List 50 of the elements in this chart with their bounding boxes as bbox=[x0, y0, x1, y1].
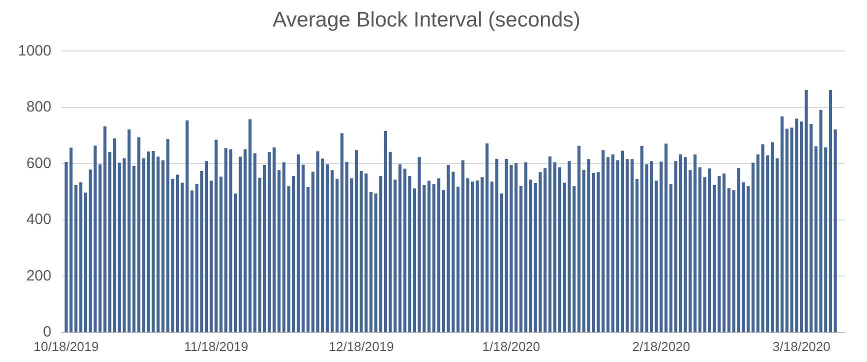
bar bbox=[263, 165, 266, 332]
bar bbox=[398, 164, 402, 332]
y-tick-label: 400 bbox=[26, 211, 52, 228]
bar bbox=[814, 146, 818, 332]
bar bbox=[471, 182, 474, 332]
bar bbox=[577, 146, 580, 332]
bar bbox=[664, 144, 668, 332]
x-tick-label: 10/18/2019 bbox=[34, 338, 99, 354]
bar bbox=[679, 154, 682, 332]
bar bbox=[694, 154, 697, 332]
bar bbox=[384, 131, 387, 332]
bar bbox=[176, 174, 179, 332]
x-tick-label: 12/18/2019 bbox=[328, 338, 394, 354]
bar bbox=[800, 121, 803, 332]
bar bbox=[204, 161, 208, 332]
y-tick-label: 1000 bbox=[18, 42, 52, 60]
bar bbox=[161, 160, 164, 332]
bar bbox=[785, 128, 788, 332]
bar bbox=[620, 150, 624, 332]
x-tick-label: 1/18/2020 bbox=[482, 338, 540, 354]
bar bbox=[234, 193, 238, 332]
bar bbox=[500, 193, 504, 332]
bar bbox=[592, 172, 595, 332]
bar bbox=[442, 190, 446, 332]
bar bbox=[248, 119, 252, 332]
bar bbox=[64, 162, 68, 332]
y-tick-label: 800 bbox=[26, 98, 52, 116]
x-tick-label: 2/18/2020 bbox=[632, 338, 690, 354]
bar bbox=[834, 129, 837, 332]
bar bbox=[70, 148, 73, 332]
x-tick-label: 3/18/2020 bbox=[772, 338, 830, 354]
chart-title: Average Block Interval (seconds) bbox=[272, 8, 580, 32]
bar bbox=[369, 192, 372, 332]
y-tick-label: 200 bbox=[26, 267, 52, 284]
bar bbox=[278, 170, 281, 332]
bar bbox=[650, 161, 654, 332]
bar bbox=[84, 192, 88, 332]
bar bbox=[190, 190, 194, 332]
bar bbox=[606, 157, 610, 332]
y-tick-label: 600 bbox=[26, 154, 52, 172]
x-tick-label: 11/18/2019 bbox=[184, 338, 248, 354]
bar bbox=[219, 176, 223, 332]
bar bbox=[828, 90, 832, 332]
bar bbox=[427, 180, 431, 332]
y-tick-label: 0 bbox=[43, 324, 52, 341]
bar bbox=[635, 178, 639, 332]
bar bbox=[456, 186, 460, 332]
bar bbox=[486, 143, 489, 332]
bar bbox=[412, 188, 416, 332]
bar bbox=[292, 176, 296, 332]
